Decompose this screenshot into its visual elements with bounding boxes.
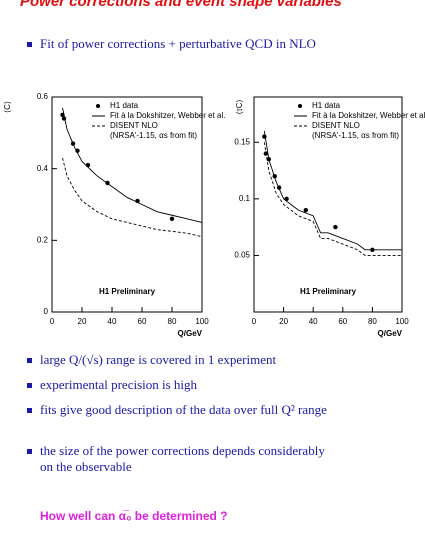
x-axis-label: Q/GeV [178, 329, 203, 338]
x-tick-label: 20 [279, 317, 288, 326]
intro-text: Fit of power corrections + perturbative … [40, 36, 316, 51]
bullet-text: the size of the power corrections depend… [40, 443, 325, 458]
data-point [75, 148, 80, 153]
annotation: H1 Preliminary [300, 287, 357, 296]
legend-label: H1 data [312, 101, 341, 110]
x-tick-label: 20 [78, 317, 87, 326]
series-line [62, 157, 203, 238]
y-tick-label: 0 [44, 307, 49, 316]
legend-note: (NRSA'-1.15, αs from fit) [312, 131, 399, 140]
x-tick-label: 80 [368, 317, 377, 326]
x-tick-label: 40 [309, 317, 318, 326]
x-tick-label: 100 [395, 317, 409, 326]
annotation: H1 Preliminary [99, 287, 156, 296]
bullet-text: on the observable [40, 459, 132, 474]
bullet-marker [27, 358, 32, 363]
x-tick-label: 0 [50, 317, 55, 326]
bullet-text: large Q/(√s) range is covered in 1 exper… [40, 352, 277, 367]
legend-marker [96, 104, 100, 108]
slide-title: Power corrections and event shape variab… [20, 0, 342, 10]
legend-label: DISENT NLO [110, 121, 158, 130]
legend-label: DISENT NLO [312, 121, 360, 130]
y-tick-label: 0.4 [37, 164, 49, 173]
x-tick-label: 100 [195, 317, 209, 326]
plot-frame [51, 96, 203, 313]
data-point [333, 224, 338, 230]
bullet-marker [27, 408, 32, 413]
data-point [169, 216, 175, 222]
x-tick-label: 0 [252, 317, 257, 326]
legend-label: H1 data [110, 101, 139, 110]
legend-label: Fit à la Dokshitzer, Webber et al. [110, 111, 225, 120]
x-tick-label: 80 [168, 317, 177, 326]
question: How well can α̅₀ be determined ? [40, 509, 228, 523]
y-tick-label: 0.15 [234, 137, 250, 146]
legend-note: (NRSA'-1.15, αs from fit) [110, 131, 197, 140]
data-point [303, 207, 308, 213]
y-axis-label: ⟨τC⟩ [235, 99, 244, 114]
y-tick-label: 0.1 [239, 194, 251, 203]
legend-label: Fit à la Dokshitzer, Webber et al. [312, 111, 425, 120]
x-tick-label: 40 [108, 317, 117, 326]
bullet-text: fits give good description of the data o… [40, 402, 327, 417]
series-line [62, 107, 203, 223]
bullet-marker [27, 383, 32, 388]
series-line [263, 142, 402, 256]
x-tick-label: 60 [338, 317, 347, 326]
y-tick-label: 0.6 [37, 92, 49, 101]
legend-marker [298, 104, 302, 108]
plot-frame [253, 96, 403, 313]
y-tick-label: 0.2 [37, 235, 49, 244]
x-axis-label: Q/GeV [378, 329, 403, 338]
y-axis-label: ⟨C⟩ [3, 101, 12, 113]
series-line [263, 130, 402, 251]
bullet-text: experimental precision is high [40, 377, 198, 392]
bullet-marker [27, 449, 32, 454]
x-tick-label: 60 [138, 317, 147, 326]
bullet-marker [27, 42, 32, 47]
y-tick-label: 0.05 [234, 251, 250, 260]
